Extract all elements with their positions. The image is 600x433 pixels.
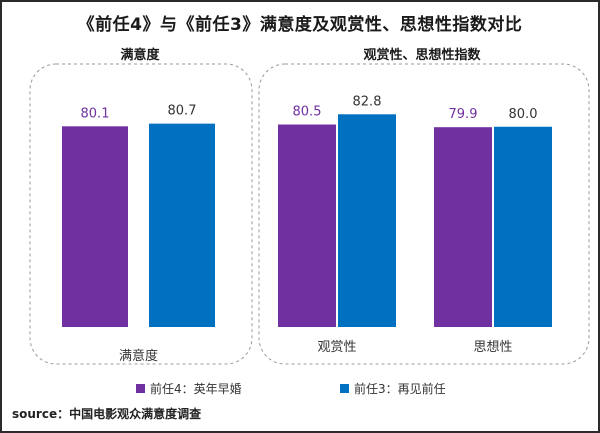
data-label-0-满意度-1: 80.7	[168, 104, 197, 119]
bar-0-满意度-0	[62, 126, 128, 328]
bar-0-满意度-1	[149, 123, 215, 327]
legend-swatch-qianren4	[136, 384, 145, 393]
data-label-0-满意度-0: 80.1	[81, 106, 110, 121]
source-note: source：中国电影观众满意度调查	[12, 407, 202, 421]
bar-1-思想性-1	[494, 126, 552, 327]
category-label-0-0: 满意度	[119, 348, 158, 364]
panel-border-0	[29, 63, 253, 365]
chart-title: 《前任4》与《前任3》满意度及观赏性、思想性指数对比	[77, 15, 523, 35]
legend-label-qianren4: 前任4：英年早婚	[150, 382, 242, 396]
category-label-1-1: 思想性	[473, 339, 512, 355]
legend-label-qianren3: 前任3：再见前任	[354, 382, 446, 396]
right-panel-title: 观赏性、思想性指数	[363, 48, 481, 63]
left-panel-title: 满意度	[120, 48, 160, 63]
category-label-1-0: 观赏性	[317, 340, 356, 355]
bar-1-思想性-0	[434, 127, 492, 327]
legend-swatch-qianren3	[340, 384, 349, 393]
panel-border-1	[258, 63, 590, 365]
legend-item-qianren4: 前任4：英年早婚	[136, 380, 242, 397]
data-label-1-观赏性-1: 82.8	[353, 94, 382, 109]
legend-item-qianren3: 前任3：再见前任	[340, 380, 446, 397]
data-label-1-思想性-1: 80.0	[509, 107, 538, 122]
data-label-1-思想性-0: 79.9	[449, 107, 478, 122]
bar-1-观赏性-0	[278, 124, 336, 328]
bar-1-观赏性-1	[338, 114, 396, 327]
data-label-1-观赏性-0: 80.5	[293, 105, 322, 120]
